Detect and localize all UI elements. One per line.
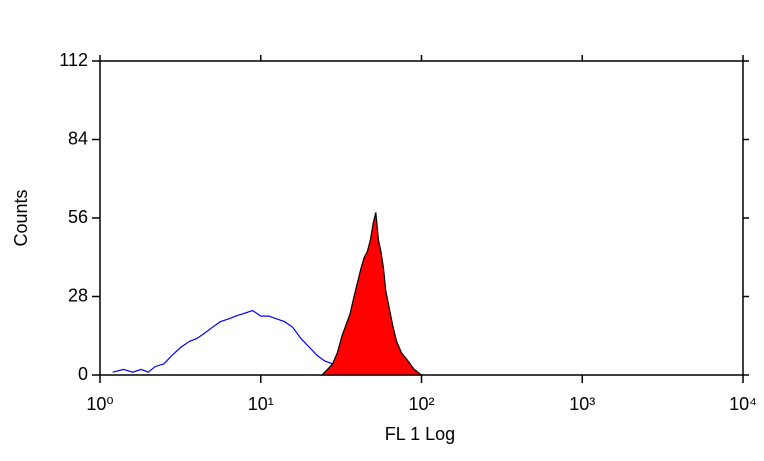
x-tick-label: 10⁰: [86, 394, 113, 414]
y-tick-label: 56: [68, 207, 88, 227]
x-tick-label: 10²: [408, 394, 434, 414]
y-tick-label: 112: [59, 50, 88, 70]
plot-frame: [99, 60, 744, 376]
x-tick-label: 10¹: [248, 394, 274, 414]
histogram-area: [320, 212, 424, 376]
y-tick-label: 84: [68, 128, 88, 148]
histogram-line: [112, 309, 358, 373]
y-tick-label: 0: [78, 364, 88, 384]
x-tick-label: 10⁴: [729, 394, 757, 414]
y-tick-label: 28: [68, 285, 88, 305]
y-axis-label: Counts: [11, 189, 31, 246]
x-axis-label: FL 1 Log: [385, 424, 455, 444]
x-tick-label: 10³: [569, 394, 595, 414]
